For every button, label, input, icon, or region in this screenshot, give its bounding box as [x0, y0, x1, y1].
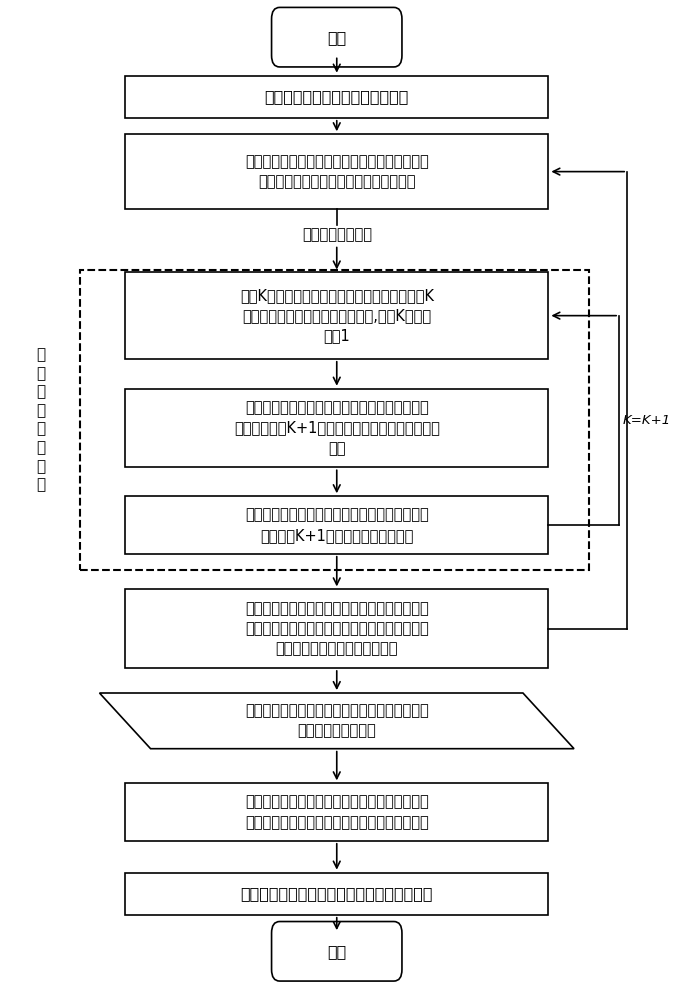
Bar — [125, 589, 548, 668]
Bar — [125, 783, 548, 841]
Polygon shape — [100, 693, 574, 749]
FancyBboxPatch shape — [271, 922, 402, 981]
Text: 筛选出各时刻温度的最大值和最小值，基于插值
方法，通过曲线分别连接各最大值点和最小值点: 筛选出各时刻温度的最大值和最小值，基于插值 方法，通过曲线分别连接各最大值点和最… — [245, 794, 428, 830]
Bar — [125, 134, 548, 209]
Bar — [125, 272, 548, 359]
Bar — [125, 873, 548, 915]
Text: 全
弹
道
温
度
场
分
析: 全 弹 道 温 度 场 分 析 — [36, 347, 46, 492]
Text: 结束: 结束 — [327, 944, 346, 959]
Bar — [125, 496, 548, 554]
Text: 综合考虑热传导和热辐射效应，通过有限元瞬态
热分析获取（K+1）时刻前舱热防护系统的温度场
分布: 综合考虑热传导和热辐射效应，通过有限元瞬态 热分析获取（K+1）时刻前舱热防护系… — [234, 400, 440, 456]
Text: 提取材料发射率为特征参数，实现以特征参数为
驱动的前舱热防护系统有限元参数化建模: 提取材料发射率为特征参数，实现以特征参数为 驱动的前舱热防护系统有限元参数化建模 — [245, 154, 428, 189]
Bar — [125, 389, 548, 467]
Text: 全弹道过程前舱热防护系统温度边界时间历程: 全弹道过程前舱热防护系统温度边界时间历程 — [241, 886, 433, 901]
Text: 基于K时刻表面温度，通过气动热计算方法得到K
时刻前舱热防护系统表面热流强度,其中K的初始
值为1: 基于K时刻表面温度，通过气动热计算方法得到K 时刻前舱热防护系统表面热流强度,其… — [240, 288, 434, 344]
Text: 考虑材料发射率分散性，通过区间顶点分析方法
获取材料发射率的样本空间，样本空间中样本点
为各材料发射率上、下界的组合: 考虑材料发射率分散性，通过区间顶点分析方法 获取材料发射率的样本空间，样本空间中… — [245, 601, 428, 657]
Text: 提取出热防护系统表面温度，通过气动热计算方
法得到（K+1）时刻表面的热流密度: 提取出热防护系统表面温度，通过气动热计算方 法得到（K+1）时刻表面的热流密度 — [245, 507, 428, 543]
Text: K=K+1: K=K+1 — [623, 414, 670, 427]
Text: 提取表面网格信息: 提取表面网格信息 — [301, 227, 372, 242]
FancyBboxPatch shape — [271, 7, 402, 67]
Bar — [80, 270, 589, 570]
Text: 建立前舱热防护系统三维几何模型: 建立前舱热防护系统三维几何模型 — [265, 89, 409, 104]
Bar — [125, 76, 548, 118]
Text: 开始: 开始 — [327, 30, 346, 45]
Text: 全弹道过程中前舱热防护系统各位置、各时刻所
有样本点下温度分布: 全弹道过程中前舱热防护系统各位置、各时刻所 有样本点下温度分布 — [245, 703, 428, 739]
